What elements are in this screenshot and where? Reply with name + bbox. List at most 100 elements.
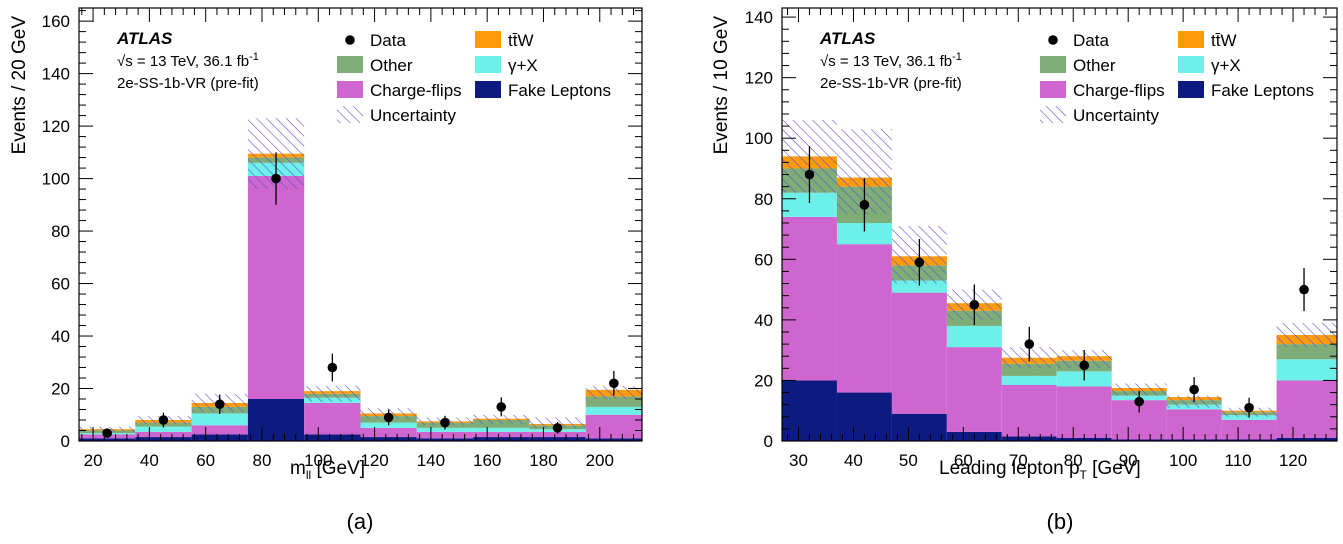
- data-point-1: [158, 415, 169, 425]
- legend-ttw-label: tt̄W: [508, 31, 534, 50]
- legend-gammax-swatch: [1178, 56, 1204, 73]
- bar-charge-flips-bin-3: [247, 175, 305, 400]
- data-point-0: [804, 169, 815, 180]
- legend-uncertainty-label: Uncertainty: [1073, 106, 1159, 125]
- x-tick-label: 160: [473, 451, 501, 470]
- bar-fake-leptons-bin-9: [585, 438, 642, 441]
- uncertainty-band-bin-6: [1111, 383, 1167, 396]
- legend-fake-swatch: [475, 81, 501, 98]
- bar-fake-leptons-bin-2: [191, 434, 248, 441]
- data-point-3: [271, 173, 281, 184]
- x-tick-label: 110: [1225, 451, 1252, 470]
- legend-fake-label: Fake Leptons: [1211, 81, 1314, 100]
- y-tick-label: 60: [51, 275, 70, 294]
- bar-fake-leptons-bin-9: [1276, 437, 1337, 441]
- x-tick-label: 90: [1119, 451, 1138, 470]
- bar-fake-leptons-bin-6: [416, 438, 474, 441]
- x-tick-label: 60: [954, 451, 973, 470]
- data-point-2: [914, 257, 925, 268]
- y-tick-label: 40: [754, 311, 773, 330]
- x-tick-label: 20: [84, 451, 103, 470]
- legend-uncertainty-label: Uncertainty: [370, 106, 456, 125]
- legend-uncertainty-swatch: [1040, 106, 1066, 123]
- legend-data-marker: [345, 35, 355, 45]
- y-tick-label: 80: [51, 222, 70, 241]
- data-point-7: [1189, 384, 1199, 395]
- panel-label: (a): [347, 509, 374, 534]
- y-tick-label: 120: [745, 69, 773, 88]
- bar-charge-flips-bin-2: [191, 425, 248, 435]
- chart-panel-a: 0 20 40 60 80 100 120 140 160 20 40 60 80 100 120 140 16…: [9, 7, 643, 534]
- bar-charge-flips-bin-5: [360, 427, 417, 438]
- legend-gammax-label: γ+X: [508, 56, 538, 75]
- bar-other-bin-9: [1276, 344, 1337, 360]
- data-point-6: [440, 417, 450, 428]
- legend-ttw-label: tt̄W: [1211, 31, 1237, 50]
- x-axis-label-sub: T: [1080, 468, 1088, 482]
- x-tick-label: 50: [899, 451, 918, 470]
- data-point-4: [327, 362, 338, 373]
- x-tick-label: 200: [586, 451, 614, 470]
- x-tick-label: 120: [1279, 451, 1307, 470]
- data-point-8: [552, 423, 563, 433]
- uncertainty-band-bin-4: [304, 385, 361, 402]
- bar-fake-leptons-bin-8: [529, 437, 586, 441]
- bar-charge-flips-bin-0: [782, 216, 837, 381]
- bar-fake-leptons-bin-1: [135, 437, 192, 441]
- bar-charge-flips-bin-8: [529, 431, 586, 438]
- energy-lumi-sup: -1: [249, 51, 259, 63]
- legend-gammax-swatch: [475, 56, 501, 73]
- data-point-0: [102, 428, 112, 438]
- bar-other-bin-7: [473, 420, 530, 428]
- x-axis-label: mll [GeV]: [290, 458, 365, 482]
- data-point-4: [1024, 339, 1035, 349]
- y-tick-label: 160: [42, 12, 70, 31]
- x-axis-label-unit: [GeV]: [1087, 458, 1141, 479]
- x-tick-label: 70: [1009, 451, 1028, 470]
- legend-chargeflip-label: Charge-flips: [1073, 81, 1165, 100]
- legend-uncertainty-swatch: [337, 106, 363, 123]
- x-axis-label-main: m: [290, 458, 306, 479]
- legend-ttw-swatch: [1178, 31, 1204, 48]
- legend-fake-label: Fake Leptons: [508, 81, 611, 100]
- y-tick-label: 20: [51, 380, 70, 399]
- data-point-7: [496, 402, 507, 412]
- bar--x-bin-2: [191, 413, 248, 426]
- x-axis-label: Leading lepton pT [GeV]: [939, 458, 1141, 482]
- legend-other-label: Other: [1073, 56, 1116, 75]
- region-label: 2e-SS-1b-VR (pre-fit): [117, 75, 259, 92]
- panel-label: (b): [1047, 509, 1074, 534]
- y-tick-label: 100: [42, 170, 70, 189]
- data-point-8: [1244, 402, 1254, 413]
- x-axis-label-unit: [GeV]: [311, 458, 365, 479]
- y-tick-label: 20: [754, 371, 773, 390]
- bar-fake-leptons-bin-4: [304, 434, 361, 441]
- energy-lumi-sup: -1: [952, 51, 962, 63]
- bar-fake-leptons-bin-0: [79, 438, 136, 441]
- legend-fake-swatch: [1178, 81, 1204, 98]
- bar-charge-flips-bin-4: [1001, 384, 1057, 437]
- energy-lumi-label: √s = 13 TeV, 36.1 fb-1: [820, 51, 962, 70]
- uncertainty-band-bin-7: [473, 414, 530, 424]
- data-point-6: [1134, 396, 1144, 407]
- x-tick-label: 40: [140, 451, 159, 470]
- bar-charge-flips-bin-1: [135, 431, 192, 438]
- x-tick-label: 180: [529, 451, 557, 470]
- legend-data-label: Data: [1073, 31, 1109, 50]
- legend-ttw-swatch: [475, 31, 501, 48]
- x-tick-label: 100: [304, 451, 332, 470]
- energy-lumi-text: √s = 13 TeV, 36.1 fb: [117, 53, 249, 70]
- data-point-5: [1079, 360, 1090, 371]
- data-point-5: [383, 412, 394, 423]
- bar--x-bin-6: [416, 427, 474, 432]
- bar--x-bin-1: [836, 222, 892, 245]
- bar-fake-leptons-bin-0: [782, 380, 837, 441]
- atlas-label: ATLAS: [819, 29, 876, 48]
- y-tick-label: 120: [42, 117, 70, 136]
- data-point-2: [214, 399, 225, 410]
- bar-other-bin-9: [585, 396, 642, 407]
- legend-chargeflip-label: Charge-flips: [370, 81, 462, 100]
- energy-lumi-text: √s = 13 TeV, 36.1 fb: [820, 53, 952, 70]
- y-axis-label: Events / 20 GeV: [9, 16, 30, 155]
